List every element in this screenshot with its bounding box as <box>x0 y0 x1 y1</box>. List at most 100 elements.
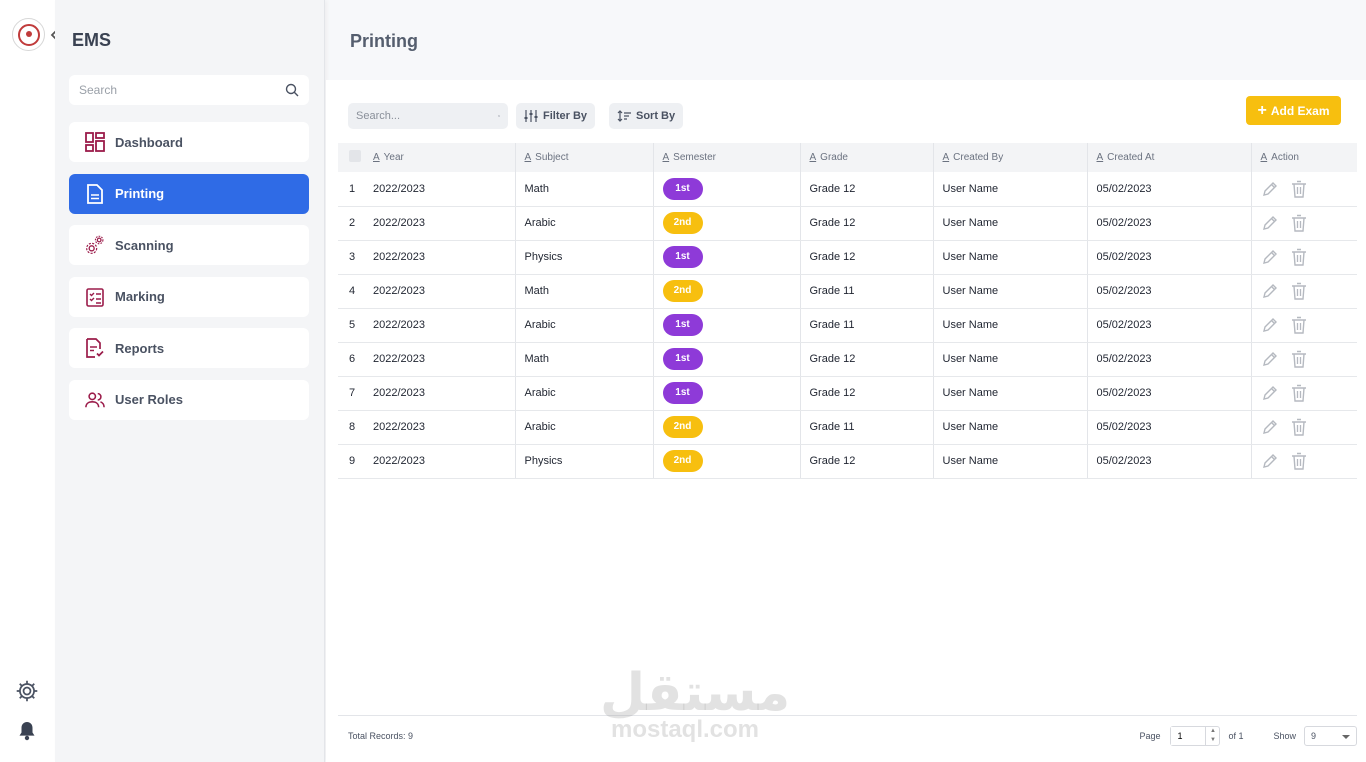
delete-trash-icon[interactable] <box>1291 248 1307 266</box>
table-row[interactable]: 2 2022/2023 Arabic 2nd Grade 12 User Name 05/0… <box>338 206 1357 241</box>
column-header-label: Subject <box>535 152 569 163</box>
delete-trash-icon[interactable] <box>1291 282 1307 300</box>
sort-icon <box>617 110 631 122</box>
table-row[interactable]: 1 2022/2023 Math 1st Grade 12 User Name 05/02/… <box>338 172 1357 207</box>
page-title: Printing <box>350 31 418 51</box>
delete-trash-icon[interactable] <box>1291 316 1307 334</box>
cell-created-at: 05/02/2023 <box>1087 308 1252 343</box>
column-header-semester[interactable]: A Semester <box>653 143 801 172</box>
cell-year: 2022/2023 <box>364 444 516 479</box>
cell-year: 2022/2023 <box>364 172 516 207</box>
table-search-input[interactable] <box>356 110 498 122</box>
sidebar-item-label: Scanning <box>115 237 174 253</box>
edit-pencil-icon[interactable] <box>1261 180 1279 198</box>
column-header-created-by[interactable]: A Created By <box>933 143 1088 172</box>
report-check-icon <box>85 338 105 358</box>
search-icon[interactable] <box>285 83 299 97</box>
settings-icon[interactable] <box>14 678 40 704</box>
select-all-checkbox[interactable] <box>338 143 364 172</box>
cell-subject: Arabic <box>515 308 654 343</box>
cell-semester: 2nd <box>653 410 801 445</box>
column-header-year[interactable]: A Year <box>364 143 516 172</box>
column-header-subject[interactable]: A Subject <box>515 143 654 172</box>
cell-semester: 2nd <box>653 206 801 241</box>
sidebar-item-label: User Roles <box>115 392 183 407</box>
sidebar-item-scanning[interactable]: Scanning <box>69 225 309 265</box>
filter-button[interactable]: Filter By <box>516 103 596 129</box>
delete-trash-icon[interactable] <box>1291 418 1307 436</box>
sidebar-item-user-roles[interactable]: User Roles <box>69 379 309 420</box>
cell-action <box>1251 410 1357 445</box>
edit-pencil-icon[interactable] <box>1261 282 1279 300</box>
page-input[interactable] <box>1171 727 1206 745</box>
show-label: Show <box>1273 731 1296 741</box>
cell-year: 2022/2023 <box>364 376 516 411</box>
page-stepper[interactable]: ▲▼ <box>1170 726 1221 746</box>
column-header-label: Action <box>1271 152 1299 163</box>
column-header-label: Created At <box>1107 152 1155 163</box>
sort-button[interactable]: Sort By <box>609 103 684 129</box>
edit-pencil-icon[interactable] <box>1261 248 1279 266</box>
page-size-select[interactable]: 9 <box>1304 726 1357 746</box>
sidebar-item-marking[interactable]: Marking <box>69 276 309 317</box>
sidebar-search-input[interactable] <box>79 83 285 97</box>
table-row[interactable]: 4 2022/2023 Math 2nd Grade 11 User Name 05/02/… <box>338 274 1357 309</box>
sidebar-item-dashboard[interactable]: Dashboard <box>69 122 309 162</box>
sidebar-item-reports[interactable]: Reports <box>69 328 309 368</box>
cell-semester: 1st <box>653 240 801 275</box>
cell-subject: Arabic <box>515 206 654 241</box>
edit-pencil-icon[interactable] <box>1261 350 1279 368</box>
stepper-arrows-icon[interactable]: ▲ ▼ <box>1205 727 1219 745</box>
table-row[interactable]: 9 2022/2023 Physics 2nd Grade 12 User Name 05/… <box>338 444 1357 479</box>
semester-badge: 2nd <box>662 280 703 302</box>
delete-trash-icon[interactable] <box>1291 214 1307 232</box>
cell-action <box>1251 444 1357 479</box>
cell-subject: Math <box>515 342 654 377</box>
delete-trash-icon[interactable] <box>1291 452 1307 470</box>
table-header-row: A Year A Subject A Semester A Grade A Created… <box>338 143 1357 172</box>
logo[interactable] <box>12 18 45 51</box>
edit-pencil-icon[interactable] <box>1261 214 1279 232</box>
search-icon[interactable] <box>498 110 500 122</box>
cell-action <box>1251 274 1357 309</box>
watermark-latin: mostaql.com <box>610 716 760 743</box>
column-header-grade[interactable]: A Grade <box>800 143 934 172</box>
cell-grade: Grade 12 <box>800 172 934 207</box>
cell-created-by: User Name <box>933 376 1088 411</box>
table-row[interactable]: 8 2022/2023 Arabic 2nd Grade 11 User Name 05/0… <box>338 410 1357 445</box>
edit-pencil-icon[interactable] <box>1261 452 1279 470</box>
sidebar-item-label: Marking <box>115 289 165 304</box>
edit-pencil-icon[interactable] <box>1261 316 1279 334</box>
sidebar-item-printing[interactable]: Printing <box>69 173 309 214</box>
watermark-arabic: مستقل <box>600 663 791 723</box>
column-header-created-at[interactable]: A Created At <box>1087 143 1252 172</box>
checkbox-icon[interactable] <box>349 150 361 162</box>
table-row[interactable]: 5 2022/2023 Arabic 1st Grade 11 User Name 05/0… <box>338 308 1357 343</box>
sidebar-nav: Dashboard Printing Scanning Marking Repo… <box>69 122 309 431</box>
edit-pencil-icon[interactable] <box>1261 384 1279 402</box>
notification-bell-icon[interactable] <box>18 721 36 741</box>
sidebar-item-label: Printing <box>115 186 165 201</box>
pagination: Page ▲▼ of 1 Show 9 <box>1139 726 1357 746</box>
delete-trash-icon[interactable] <box>1291 180 1307 198</box>
cell-semester: 1st <box>653 172 801 207</box>
row-number: 1 <box>338 172 364 207</box>
semester-badge: 1st <box>662 382 703 404</box>
add-exam-button[interactable]: + Add Exam <box>1246 96 1341 125</box>
table-row[interactable]: 6 2022/2023 Math 1st Grade 12 User Name 05/02/… <box>338 342 1357 377</box>
table-row[interactable]: 7 2022/2023 Arabic 1st Grade 12 User Name 05/0… <box>338 376 1357 411</box>
cell-year: 2022/2023 <box>364 240 516 275</box>
table-row[interactable]: 3 2022/2023 Physics 1st Grade 12 User Name 05/… <box>338 240 1357 275</box>
table-search[interactable] <box>348 103 508 129</box>
page-size-value: 9 <box>1311 731 1317 741</box>
delete-trash-icon[interactable] <box>1291 350 1307 368</box>
cell-created-by: User Name <box>933 410 1088 445</box>
edit-pencil-icon[interactable] <box>1261 418 1279 436</box>
delete-trash-icon[interactable] <box>1291 384 1307 402</box>
sidebar-search[interactable] <box>69 75 309 105</box>
row-number: 4 <box>338 274 364 309</box>
cell-grade: Grade 12 <box>800 206 934 241</box>
watermark: مستقل mostaql.com <box>600 663 791 743</box>
logo-emblem-icon <box>17 23 40 46</box>
gears-icon <box>85 235 105 255</box>
